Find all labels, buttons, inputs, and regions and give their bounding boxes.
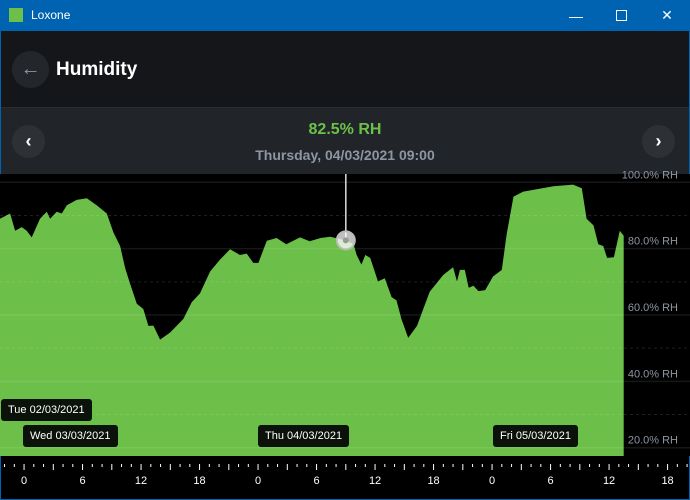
x-tick-label: 18 — [193, 475, 205, 487]
x-tick-label: 6 — [313, 475, 319, 487]
x-tick-label: 6 — [79, 475, 85, 487]
chevron-right-icon: › — [655, 131, 662, 151]
close-button[interactable]: ✕ — [644, 0, 690, 31]
day-label: Thu 04/03/2021 — [258, 425, 350, 447]
selected-value: 82.5% RH — [308, 121, 382, 138]
day-label: Fri 05/03/2021 — [493, 425, 578, 447]
x-tick-label: 0 — [21, 475, 27, 487]
value-readout-bar: ‹ 82.5% RH Thursday, 04/03/2021 09:00 › — [1, 107, 689, 175]
page-title: Humidity — [56, 59, 138, 80]
x-tick-label: 18 — [427, 475, 439, 487]
title-bar: Loxone — ✕ — [0, 0, 690, 31]
x-tick-label: 18 — [661, 475, 673, 487]
y-tick-label: 40.0% RH — [628, 368, 678, 380]
x-tick-label: 12 — [603, 475, 615, 487]
day-label: Tue 02/03/2021 — [1, 399, 92, 421]
humidity-area — [0, 184, 624, 456]
minimize-button[interactable]: — — [553, 0, 599, 31]
minimize-icon: — — [569, 7, 583, 24]
back-button[interactable]: ← — [12, 51, 49, 88]
chevron-left-icon: ‹ — [25, 131, 32, 151]
next-button[interactable]: › — [642, 125, 675, 158]
y-tick-label: 100.0% RH — [622, 169, 678, 181]
close-icon: ✕ — [661, 7, 673, 23]
maximize-button[interactable] — [598, 0, 644, 31]
x-tick-label: 12 — [369, 475, 381, 487]
window-title: Loxone — [31, 8, 71, 22]
selection-marker-dot — [342, 237, 349, 244]
x-tick-label: 0 — [489, 475, 495, 487]
day-label: Wed 03/03/2021 — [23, 425, 118, 447]
y-tick-label: 20.0% RH — [628, 435, 678, 447]
page-header: ← Humidity — [1, 31, 689, 107]
selected-datetime: Thursday, 04/03/2021 09:00 — [255, 147, 435, 163]
x-tick-label: 0 — [255, 475, 261, 487]
arrow-left-icon: ← — [20, 58, 41, 80]
y-tick-label: 80.0% RH — [628, 236, 678, 248]
x-tick-label: 12 — [135, 475, 147, 487]
y-tick-label: 60.0% RH — [628, 302, 678, 314]
x-tick-label: 6 — [548, 475, 554, 487]
previous-button[interactable]: ‹ — [12, 125, 45, 158]
loxone-logo-icon — [9, 8, 23, 22]
maximize-icon — [615, 10, 627, 21]
